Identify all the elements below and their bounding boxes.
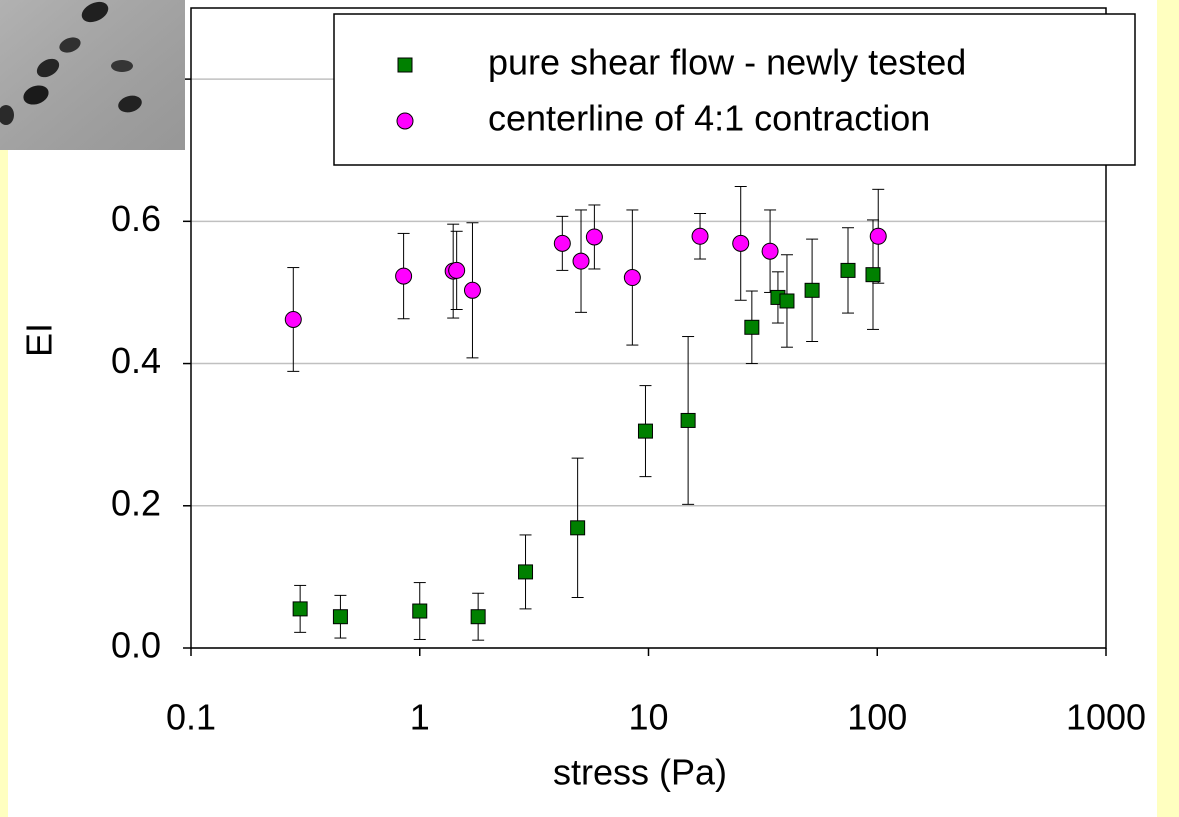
plot-frame — [190, 7, 1107, 649]
x-tick-label: 1 — [410, 697, 430, 738]
y-tick-label: 0.2 — [111, 482, 161, 523]
square-marker — [779, 293, 795, 309]
inset-photo — [0, 0, 185, 150]
circle-marker — [732, 234, 750, 252]
square-marker — [744, 319, 760, 335]
legend-box — [333, 13, 1136, 166]
y-tick-label: 0.4 — [111, 340, 161, 381]
circle-marker — [463, 281, 481, 299]
legend-label: centerline of 4:1 contraction — [488, 98, 930, 139]
x-tick-label: 100 — [847, 697, 907, 738]
square-marker — [865, 267, 881, 283]
square-marker — [292, 601, 308, 617]
square-marker — [470, 609, 486, 625]
x-axis-label: stress (Pa) — [553, 752, 727, 793]
circle-marker — [396, 112, 414, 130]
square-marker — [332, 609, 348, 625]
square-marker — [840, 262, 856, 278]
circle-marker — [553, 234, 571, 252]
square-marker — [570, 520, 586, 536]
y-tick-label: 0.0 — [111, 625, 161, 666]
circle-marker — [691, 227, 709, 245]
circle-marker — [572, 252, 590, 270]
square-marker — [397, 57, 413, 73]
circle-marker — [284, 310, 302, 328]
legend: pure shear flow - newly tested centerline… — [333, 13, 1136, 166]
x-tick-label: 10 — [628, 697, 668, 738]
circle-marker — [623, 269, 641, 287]
square-marker — [680, 412, 696, 428]
circle-marker — [869, 227, 887, 245]
y-tick-label: 0.6 — [111, 198, 161, 239]
square-marker — [518, 564, 534, 580]
x-tick-label: 1000 — [1066, 697, 1146, 738]
circle-marker — [761, 242, 779, 260]
square-marker — [804, 282, 820, 298]
x-tick-label: 0.1 — [166, 697, 216, 738]
square-marker — [637, 423, 653, 439]
circle-marker — [448, 261, 466, 279]
legend-label: pure shear flow - newly tested — [488, 42, 966, 83]
circle-marker — [585, 228, 603, 246]
square-marker — [412, 603, 428, 619]
circle-marker — [395, 267, 413, 285]
y-axis-label: EI — [19, 323, 60, 357]
